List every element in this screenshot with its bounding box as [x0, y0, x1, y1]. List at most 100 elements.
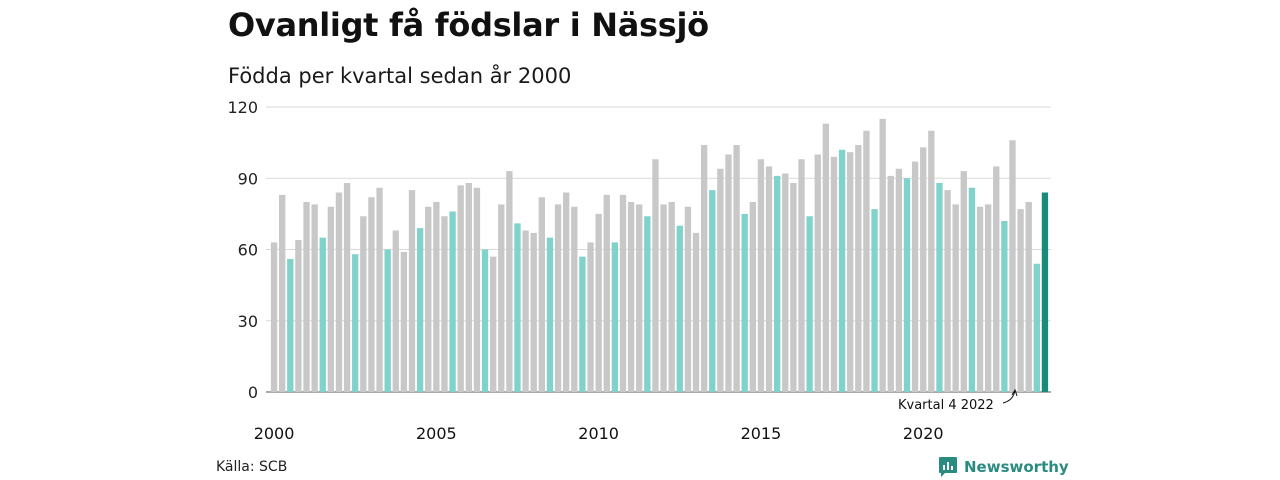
- bar[interactable]: [489, 256, 497, 393]
- bar[interactable]: [279, 194, 286, 393]
- bar[interactable]: [481, 249, 489, 393]
- bar[interactable]: [976, 206, 984, 392]
- bar[interactable]: [595, 213, 602, 393]
- bar[interactable]: [368, 197, 375, 392]
- bar[interactable]: [449, 211, 456, 393]
- bar[interactable]: [717, 168, 724, 392]
- bar[interactable]: [895, 168, 903, 392]
- bar[interactable]: [1017, 209, 1024, 392]
- bar[interactable]: [911, 161, 919, 393]
- bar[interactable]: [847, 152, 854, 393]
- chart-subtitle: Födda per kvartal sedan år 2000: [228, 64, 572, 88]
- bar[interactable]: [465, 183, 472, 392]
- bar[interactable]: [416, 228, 424, 393]
- bar[interactable]: [757, 159, 765, 392]
- bar[interactable]: [1009, 140, 1016, 392]
- bar[interactable]: [425, 206, 432, 392]
- source-note: Källa: SCB: [216, 459, 288, 475]
- bar[interactable]: [360, 216, 367, 392]
- bar[interactable]: [676, 225, 683, 392]
- bar[interactable]: [579, 256, 586, 393]
- bar[interactable]: [1041, 192, 1049, 393]
- bar[interactable]: [538, 197, 545, 392]
- bar[interactable]: [920, 147, 927, 392]
- bar[interactable]: [327, 206, 335, 392]
- bar[interactable]: [984, 204, 992, 393]
- bar[interactable]: [960, 171, 967, 393]
- bar[interactable]: [700, 145, 708, 392]
- bar[interactable]: [392, 230, 399, 393]
- bar[interactable]: [668, 202, 675, 392]
- bar[interactable]: [692, 232, 700, 393]
- bar[interactable]: [441, 216, 448, 392]
- bar[interactable]: [879, 118, 886, 393]
- bar[interactable]: [627, 202, 635, 392]
- bar[interactable]: [384, 249, 391, 393]
- bar[interactable]: [498, 204, 505, 393]
- bar[interactable]: [871, 209, 878, 392]
- bar[interactable]: [741, 213, 748, 393]
- bar[interactable]: [400, 251, 408, 393]
- bar[interactable]: [968, 187, 976, 392]
- bar[interactable]: [944, 190, 951, 393]
- bar[interactable]: [1001, 221, 1008, 392]
- bar[interactable]: [814, 154, 821, 393]
- bar[interactable]: [660, 204, 667, 393]
- bar[interactable]: [619, 194, 627, 393]
- bar[interactable]: [603, 194, 610, 393]
- bar[interactable]: [335, 192, 343, 393]
- bar[interactable]: [287, 259, 294, 392]
- bar[interactable]: [343, 183, 351, 392]
- bar[interactable]: [774, 175, 781, 393]
- bar[interactable]: [855, 145, 862, 392]
- bar[interactable]: [863, 130, 870, 392]
- bar[interactable]: [782, 173, 789, 393]
- bar-chart: 0 30 60 90 120 2000 2005 2010 2015 2020 Kvartal …: [227, 98, 1051, 443]
- bar[interactable]: [733, 145, 740, 392]
- bar[interactable]: [709, 190, 716, 393]
- bar[interactable]: [530, 232, 537, 393]
- bar[interactable]: [376, 187, 383, 392]
- bar[interactable]: [903, 178, 911, 392]
- bar[interactable]: [806, 216, 813, 392]
- bar[interactable]: [473, 187, 481, 392]
- bar[interactable]: [352, 254, 359, 392]
- bar[interactable]: [838, 149, 846, 392]
- bar[interactable]: [684, 206, 692, 392]
- bar[interactable]: [636, 204, 643, 393]
- bar[interactable]: [749, 202, 756, 392]
- bar[interactable]: [725, 154, 732, 393]
- bar[interactable]: [319, 237, 326, 393]
- bar[interactable]: [295, 240, 302, 392]
- bar[interactable]: [1025, 202, 1032, 392]
- bar[interactable]: [514, 223, 521, 393]
- bar[interactable]: [408, 190, 416, 393]
- bar[interactable]: [993, 166, 1000, 393]
- bar[interactable]: [522, 230, 529, 393]
- bar[interactable]: [798, 159, 805, 392]
- bar[interactable]: [506, 171, 513, 393]
- bar[interactable]: [270, 242, 278, 393]
- bar[interactable]: [936, 183, 943, 392]
- bar[interactable]: [928, 130, 935, 392]
- bar[interactable]: [1033, 263, 1040, 392]
- bar[interactable]: [887, 175, 894, 393]
- bar[interactable]: [311, 204, 318, 393]
- bar[interactable]: [652, 159, 659, 392]
- bar[interactable]: [554, 204, 562, 393]
- bar[interactable]: [587, 242, 594, 393]
- bar[interactable]: [611, 242, 619, 393]
- bar[interactable]: [644, 216, 651, 392]
- bar[interactable]: [303, 202, 310, 392]
- bar[interactable]: [790, 183, 797, 392]
- bar[interactable]: [433, 202, 440, 392]
- bar[interactable]: [457, 185, 464, 393]
- bar[interactable]: [563, 192, 570, 393]
- bar[interactable]: [952, 204, 959, 393]
- bar[interactable]: [822, 123, 830, 393]
- brand-logo[interactable]: Newsworthy: [938, 456, 1069, 478]
- bar[interactable]: [830, 156, 838, 393]
- bar[interactable]: [765, 166, 773, 393]
- bar[interactable]: [546, 237, 554, 393]
- bar[interactable]: [571, 206, 578, 392]
